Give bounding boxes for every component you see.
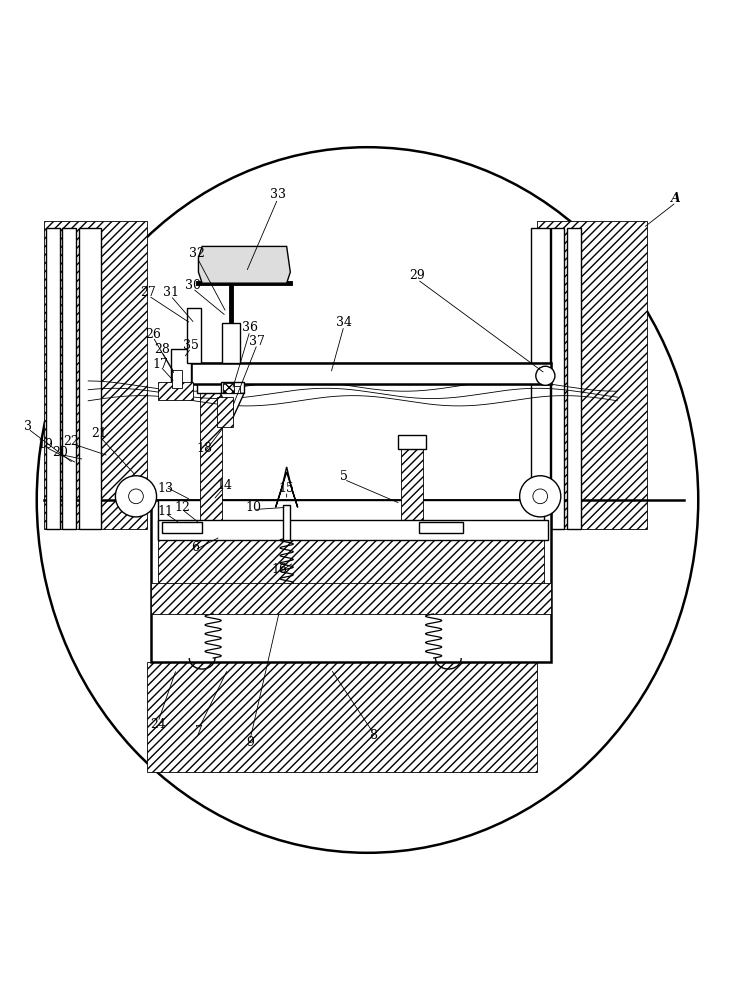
Polygon shape: [147, 662, 537, 772]
Text: 27: 27: [140, 286, 157, 299]
Text: 12: 12: [174, 501, 190, 514]
Bar: [46, 228, 60, 529]
Bar: [551, 228, 564, 529]
Text: 30: 30: [184, 279, 201, 292]
Bar: [200, 393, 222, 522]
Bar: [419, 522, 463, 533]
Polygon shape: [276, 467, 298, 507]
Bar: [172, 370, 182, 388]
Bar: [151, 500, 551, 662]
Text: 37: 37: [249, 335, 265, 348]
Text: 16: 16: [271, 563, 287, 576]
Text: 8: 8: [370, 729, 377, 742]
Bar: [531, 228, 550, 529]
Bar: [567, 228, 581, 529]
Bar: [283, 505, 290, 540]
Text: 10: 10: [245, 501, 262, 514]
Bar: [151, 583, 551, 614]
Bar: [162, 522, 202, 533]
Bar: [398, 435, 426, 449]
Text: 20: 20: [52, 446, 68, 459]
Bar: [171, 349, 191, 390]
Bar: [62, 228, 76, 529]
Polygon shape: [537, 221, 647, 529]
Text: 29: 29: [409, 269, 426, 282]
Text: 28: 28: [154, 343, 170, 356]
Text: 11: 11: [157, 505, 173, 518]
Circle shape: [520, 476, 561, 517]
Bar: [158, 500, 544, 540]
Circle shape: [129, 489, 143, 504]
Text: 24: 24: [150, 718, 166, 731]
Bar: [191, 363, 551, 384]
Bar: [220, 382, 244, 393]
Text: 31: 31: [162, 286, 179, 299]
Bar: [158, 520, 548, 540]
Text: 15: 15: [279, 482, 295, 495]
Bar: [222, 323, 240, 363]
Text: 22: 22: [63, 435, 79, 448]
Text: 36: 36: [242, 321, 258, 334]
Text: 3: 3: [24, 420, 32, 433]
Text: 33: 33: [270, 188, 286, 201]
Polygon shape: [198, 246, 290, 283]
Polygon shape: [220, 393, 244, 419]
Bar: [223, 383, 234, 393]
Text: 21: 21: [91, 427, 107, 440]
Text: 26: 26: [145, 328, 161, 341]
Circle shape: [115, 476, 157, 517]
Bar: [217, 397, 233, 426]
Text: 13: 13: [157, 482, 173, 495]
Bar: [197, 380, 225, 393]
Bar: [225, 386, 240, 393]
Text: 32: 32: [189, 247, 205, 260]
Text: 35: 35: [183, 339, 199, 352]
Bar: [79, 228, 101, 529]
Text: 17: 17: [152, 358, 168, 371]
Text: 9: 9: [246, 736, 254, 749]
Circle shape: [536, 366, 555, 385]
Text: 18: 18: [196, 442, 212, 455]
Ellipse shape: [37, 147, 698, 853]
Polygon shape: [44, 221, 147, 529]
Text: 7: 7: [195, 725, 202, 738]
Bar: [158, 540, 544, 585]
Text: 34: 34: [336, 316, 352, 329]
Text: 19: 19: [37, 438, 54, 451]
Text: 14: 14: [216, 479, 232, 492]
Bar: [187, 308, 201, 363]
Bar: [158, 382, 193, 400]
Circle shape: [533, 489, 548, 504]
Bar: [401, 449, 423, 522]
Text: A: A: [671, 192, 681, 205]
Text: 6: 6: [191, 541, 198, 554]
Text: 5: 5: [340, 470, 348, 483]
